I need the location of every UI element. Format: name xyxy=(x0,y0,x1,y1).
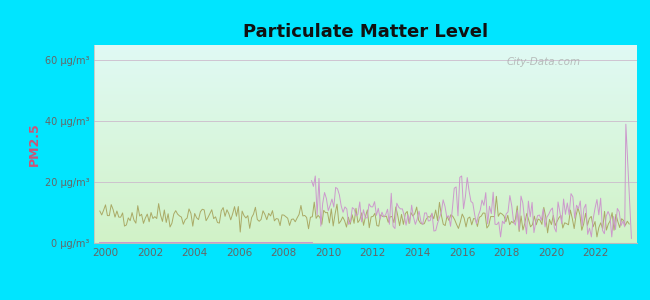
Title: Particulate Matter Level: Particulate Matter Level xyxy=(243,23,488,41)
Legend: Salineville, OH, US: Salineville, OH, US xyxy=(269,297,462,300)
Text: City-Data.com: City-Data.com xyxy=(507,57,581,67)
Y-axis label: PM2.5: PM2.5 xyxy=(27,122,40,166)
